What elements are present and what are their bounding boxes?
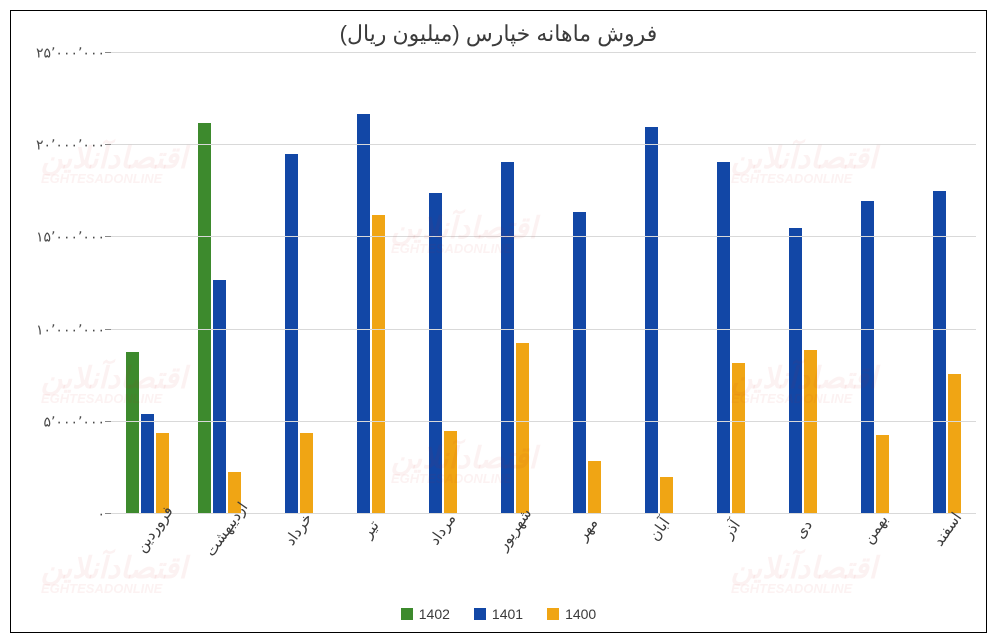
bar: [213, 280, 226, 514]
y-tick-label: ۵٬۰۰۰٬۰۰۰: [43, 413, 105, 430]
bar: [573, 212, 586, 514]
x-tick-label: مهر: [573, 514, 601, 543]
x-tick-label: آبان: [645, 514, 673, 544]
x-tick-label: خرداد: [281, 510, 316, 549]
category-group: [616, 53, 688, 514]
bar: [516, 343, 529, 514]
bar: [198, 123, 211, 514]
bar: [300, 433, 313, 514]
bar: [501, 162, 514, 514]
legend-item: 1402: [401, 606, 450, 622]
gridline: [111, 329, 976, 330]
category-group: [111, 53, 183, 514]
bar: [861, 201, 874, 514]
category-group: [904, 53, 976, 514]
category-group: [688, 53, 760, 514]
bar: [948, 374, 961, 514]
legend-item: 1400: [547, 606, 596, 622]
bar: [357, 114, 370, 514]
category-group: [832, 53, 904, 514]
legend-swatch: [474, 608, 486, 620]
x-tick-label: دی: [790, 516, 815, 541]
chart-title: فروش ماهانه خپارس (میلیون ریال): [21, 21, 976, 47]
x-tick-label: تیر: [358, 517, 382, 541]
gridline: [111, 144, 976, 145]
bar: [126, 352, 139, 514]
legend-swatch: [547, 608, 559, 620]
bar: [876, 435, 889, 514]
x-tick-label: آذر: [718, 517, 743, 542]
category-group: [760, 53, 832, 514]
plot-area: ۰۵٬۰۰۰٬۰۰۰۱۰٬۰۰۰٬۰۰۰۱۵٬۰۰۰٬۰۰۰۲۰٬۰۰۰٬۰۰۰…: [21, 53, 976, 514]
chart-page: فروش ماهانه خپارس (میلیون ریال) ۰ ۵٬۰۰۰٬۰…: [0, 0, 997, 643]
bar: [933, 191, 946, 514]
gridline: [111, 52, 976, 53]
x-axis: فروردیناردیبهشتخردادتیرمردادشهریورمهرآبا…: [111, 514, 976, 604]
bar: [141, 414, 154, 514]
y-tick-label: ۰: [97, 506, 105, 523]
bar: [588, 461, 601, 514]
bars-container: [111, 53, 976, 514]
gridline: [111, 421, 976, 422]
x-tick-label: بهمن: [859, 511, 892, 547]
bar: [444, 431, 457, 514]
legend: 1402 1401 1400: [21, 606, 976, 622]
bar: [285, 154, 298, 514]
legend-label: 1401: [492, 606, 523, 622]
category-group: [327, 53, 399, 514]
x-tick-label: مرداد: [426, 510, 460, 548]
y-axis: ۰۵٬۰۰۰٬۰۰۰۱۰٬۰۰۰٬۰۰۰۱۵٬۰۰۰٬۰۰۰۲۰٬۰۰۰٬۰۰۰…: [21, 53, 111, 514]
category-group: [183, 53, 255, 514]
x-tick-label: اسفند: [929, 509, 965, 549]
bar: [717, 162, 730, 514]
bar: [372, 215, 385, 514]
bar: [804, 350, 817, 514]
legend-item: 1401: [474, 606, 523, 622]
y-tick-label: ۱۰٬۰۰۰٬۰۰۰: [36, 321, 105, 338]
category-group: [471, 53, 543, 514]
gridline: [111, 236, 976, 237]
bar: [789, 228, 802, 514]
y-tick-label: ۲۵٬۰۰۰٬۰۰۰: [36, 45, 105, 62]
bar: [660, 477, 673, 514]
legend-swatch: [401, 608, 413, 620]
legend-label: 1400: [565, 606, 596, 622]
chart-frame: فروش ماهانه خپارس (میلیون ریال) ۰ ۵٬۰۰۰٬۰…: [10, 10, 987, 633]
bar: [429, 193, 442, 514]
bar: [732, 363, 745, 514]
y-tick-label: ۱۵٬۰۰۰٬۰۰۰: [36, 229, 105, 246]
y-tick-label: ۲۰٬۰۰۰٬۰۰۰: [36, 137, 105, 154]
category-group: [543, 53, 615, 514]
category-group: [399, 53, 471, 514]
legend-label: 1402: [419, 606, 450, 622]
bar: [645, 127, 658, 514]
category-group: [255, 53, 327, 514]
plot: [111, 53, 976, 514]
